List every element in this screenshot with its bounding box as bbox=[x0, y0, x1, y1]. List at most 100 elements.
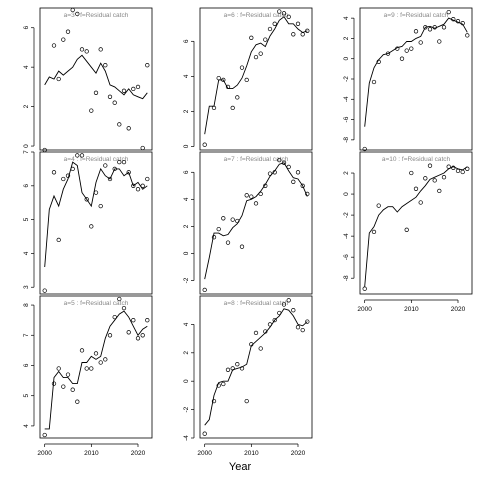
fitted-line bbox=[204, 308, 308, 426]
observed-point bbox=[244, 398, 249, 404]
observed-point bbox=[249, 35, 254, 40]
observed-point bbox=[371, 229, 377, 235]
y-tick-label: 2 bbox=[183, 109, 190, 113]
observed-point bbox=[112, 100, 117, 105]
y-tick-label: -2 bbox=[343, 212, 350, 218]
observed-point bbox=[126, 170, 131, 175]
y-tick-label: 4 bbox=[183, 74, 190, 78]
observed-point bbox=[455, 19, 461, 24]
y-tick-label: 2 bbox=[183, 351, 190, 355]
y-tick-label: 8 bbox=[23, 303, 30, 307]
observed-point bbox=[239, 366, 245, 371]
observed-point bbox=[121, 88, 127, 93]
observed-point bbox=[84, 366, 89, 371]
observed-point bbox=[112, 314, 117, 320]
observed-point bbox=[451, 165, 456, 170]
y-tick-label: -8 bbox=[343, 137, 350, 143]
observed-point bbox=[451, 17, 456, 22]
observed-point bbox=[131, 183, 136, 188]
observed-point bbox=[239, 244, 245, 249]
y-tick-label: -2 bbox=[183, 277, 190, 283]
observed-point bbox=[446, 164, 451, 169]
observed-point bbox=[103, 357, 108, 362]
observed-point bbox=[305, 191, 310, 197]
observed-point bbox=[413, 29, 419, 34]
panel-5: a=7 : f=Residual catch -2 0 2 4 6 bbox=[183, 151, 313, 295]
observed-point bbox=[230, 217, 235, 222]
observed-point bbox=[253, 201, 259, 206]
observed-point bbox=[281, 160, 287, 165]
observed-point bbox=[291, 308, 296, 313]
observed-point bbox=[126, 330, 131, 335]
x-tick-label: 2010 bbox=[84, 450, 99, 457]
observed-point bbox=[51, 43, 57, 48]
panel-frame bbox=[39, 295, 153, 439]
observed-point bbox=[89, 108, 94, 113]
observed-point bbox=[437, 39, 442, 44]
observed-point bbox=[221, 381, 226, 387]
observed-point bbox=[79, 348, 85, 353]
observed-point bbox=[216, 75, 221, 81]
panel-frame bbox=[199, 295, 313, 439]
observed-point bbox=[235, 362, 240, 367]
observed-point bbox=[65, 372, 71, 377]
observed-point bbox=[239, 65, 245, 70]
observed-point bbox=[221, 216, 226, 221]
observed-point bbox=[460, 169, 465, 175]
observed-point bbox=[107, 333, 113, 338]
observed-point bbox=[211, 105, 217, 111]
y-tick-label: 4 bbox=[23, 65, 30, 69]
observed-point bbox=[51, 170, 57, 175]
observed-point bbox=[56, 76, 61, 82]
y-tick-label: -6 bbox=[343, 254, 350, 260]
panel-8: a=10 : f=Residual catch -8 -6 -4 -2 0 2 2000 201… bbox=[343, 151, 473, 313]
observed-point bbox=[272, 21, 277, 26]
observed-point bbox=[305, 28, 310, 33]
panel-frame bbox=[359, 7, 473, 151]
observed-point bbox=[465, 166, 470, 171]
observed-point bbox=[230, 105, 235, 111]
y-tick-label: 0 bbox=[183, 144, 190, 148]
panel-4: a=6 : f=Residual catch 0 2 4 6 bbox=[183, 7, 313, 151]
y-tick-label: 4 bbox=[343, 16, 350, 20]
observed-point bbox=[404, 48, 409, 53]
observed-point bbox=[441, 25, 447, 30]
observed-point bbox=[89, 224, 94, 229]
y-tick-label: 6 bbox=[23, 184, 30, 188]
observed-point bbox=[423, 25, 428, 30]
observed-point bbox=[235, 95, 240, 100]
observed-point bbox=[295, 21, 301, 26]
observed-point bbox=[253, 330, 259, 336]
observed-point bbox=[291, 32, 296, 37]
observed-point bbox=[263, 329, 268, 334]
y-tick-label: 4 bbox=[183, 197, 190, 201]
observed-point bbox=[61, 384, 66, 389]
observed-point bbox=[70, 387, 75, 392]
y-tick-label: 0 bbox=[343, 57, 350, 61]
y-tick-label: -2 bbox=[183, 406, 190, 412]
y-tick-label: 0 bbox=[23, 144, 30, 148]
observed-point bbox=[93, 90, 99, 95]
y-tick-label: 0 bbox=[183, 379, 190, 383]
x-tick-label: 2000 bbox=[197, 450, 212, 457]
x-tick-label: 2010 bbox=[244, 450, 259, 457]
observed-point bbox=[277, 310, 282, 316]
observed-point bbox=[409, 170, 414, 176]
observed-point bbox=[432, 25, 437, 30]
observed-point bbox=[399, 56, 405, 61]
observed-point bbox=[84, 49, 89, 54]
observed-point bbox=[98, 47, 103, 52]
observed-point bbox=[300, 183, 305, 188]
panel-1: a=3 : f=Residual catch 0 2 4 6 bbox=[23, 7, 153, 153]
observed-point bbox=[145, 176, 150, 182]
observed-point bbox=[117, 122, 122, 127]
y-tick-label: -2 bbox=[343, 76, 350, 82]
observed-point bbox=[281, 302, 287, 307]
observed-point bbox=[413, 186, 419, 191]
observed-point bbox=[56, 237, 61, 243]
observed-point bbox=[61, 176, 66, 182]
observed-point bbox=[140, 145, 145, 151]
observed-point bbox=[70, 166, 75, 172]
observed-point bbox=[427, 163, 433, 168]
observed-point bbox=[51, 381, 57, 386]
